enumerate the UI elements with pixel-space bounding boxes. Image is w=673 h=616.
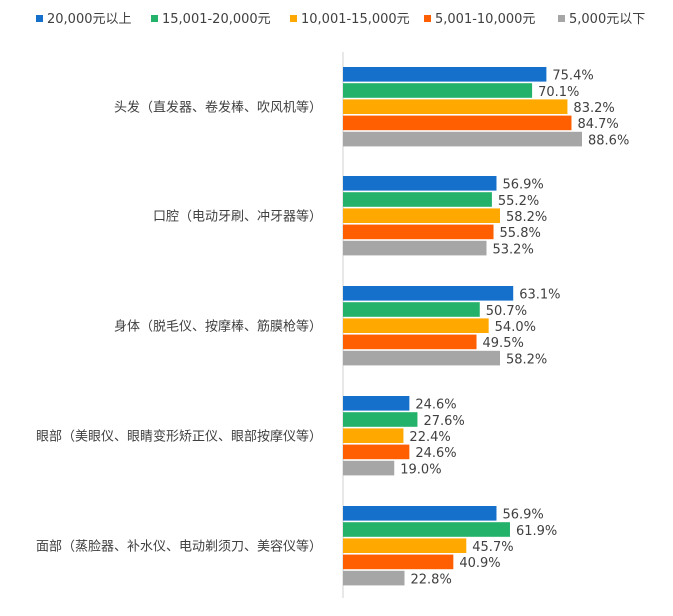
bar (343, 444, 410, 460)
data-label: 22.4% (409, 430, 450, 445)
data-label: 49.5% (483, 336, 524, 351)
legend-label: 20,000元以上 (47, 12, 132, 27)
bar (343, 350, 500, 366)
category-label: 面部（蒸脸器、补水仪、电动剃须刀、美容仪等） (36, 539, 322, 555)
category-label: 头发（直发器、卷发棒、吹风机等） (114, 100, 322, 116)
bar (343, 192, 492, 207)
bar (343, 570, 405, 586)
data-label: 40.9% (459, 556, 500, 571)
bars (343, 67, 582, 586)
bar (343, 460, 395, 476)
data-label: 55.2% (498, 194, 539, 209)
legend-label: 5,001-10,000元 (435, 12, 535, 27)
data-label: 63.1% (519, 288, 560, 303)
bar (343, 240, 487, 256)
data-label: 83.2% (573, 101, 614, 116)
data-label: 45.7% (472, 540, 513, 555)
data-label: 24.6% (415, 398, 456, 413)
data-label: 54.0% (495, 320, 536, 335)
data-label: 58.2% (506, 210, 547, 225)
bar (343, 412, 418, 427)
data-label: 53.2% (493, 242, 534, 257)
data-label: 55.8% (500, 226, 541, 241)
data-label: 24.6% (415, 446, 456, 461)
bar (343, 208, 500, 223)
legend-swatch (290, 15, 297, 22)
bar (343, 538, 467, 553)
bar (343, 286, 514, 301)
bar (343, 396, 410, 411)
legend: 20,000元以上 15,001-20,000元 10,001-15,000元 5,0… (36, 12, 645, 27)
data-label: 58.2% (506, 352, 547, 367)
bar (343, 99, 568, 114)
legend-swatch (424, 15, 431, 22)
data-label: 50.7% (486, 304, 527, 319)
data-label: 56.9% (502, 178, 543, 193)
legend-swatch (558, 15, 565, 22)
bar (343, 554, 454, 570)
category-label: 身体（脱毛仪、按摩棒、筋膜枪等） (114, 319, 322, 335)
bar (343, 318, 489, 333)
category-label: 口腔（电动牙刷、冲牙器等） (153, 209, 322, 225)
bar (343, 176, 497, 191)
legend-label: 15,001-20,000元 (162, 12, 271, 27)
bar (343, 522, 510, 537)
bar (343, 428, 404, 443)
bar (343, 506, 497, 521)
category-label: 眼部（美眼仪、眼睛变形矫正仪、眼部按摩仪等） (36, 429, 322, 445)
category-labels: 头发（直发器、卷发棒、吹风机等） 口腔（电动牙刷、冲牙器等） 身体（脱毛仪、按摩棒、… (36, 100, 322, 555)
data-label: 22.8% (411, 572, 452, 587)
legend-label: 10,001-15,000元 (301, 12, 410, 27)
data-label: 70.1% (538, 85, 579, 100)
legend-label: 5,000元以下 (569, 12, 645, 27)
legend-swatch (36, 15, 43, 22)
data-label: 61.9% (516, 524, 557, 539)
bar (343, 302, 480, 317)
bar (343, 115, 572, 131)
data-labels: 75.4%70.1%83.2%84.7%88.6%56.9%55.2%58.2%… (400, 69, 629, 588)
bar (343, 83, 533, 98)
data-label: 56.9% (502, 508, 543, 523)
data-label: 19.0% (400, 462, 441, 477)
bar (343, 131, 582, 147)
data-label: 84.7% (577, 117, 618, 132)
bar (343, 224, 494, 240)
bar (343, 334, 477, 350)
data-label: 27.6% (423, 414, 464, 429)
data-label: 75.4% (552, 69, 593, 84)
legend-swatch (151, 15, 158, 22)
bar (343, 67, 547, 82)
data-label: 88.6% (588, 133, 629, 148)
